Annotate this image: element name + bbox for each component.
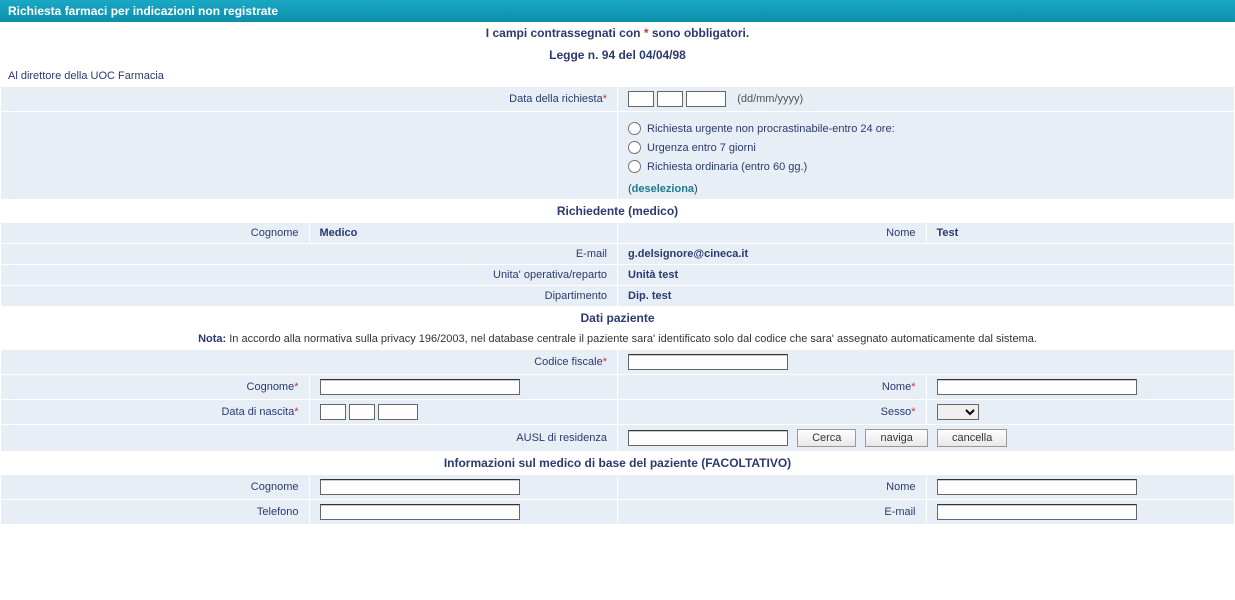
deselect-wrapper: (deseleziona) (628, 183, 698, 195)
addressee-line: Al direttore della UOC Farmacia (0, 66, 1235, 86)
patient-dob-year-input[interactable] (378, 404, 418, 420)
patient-section-header: Dati paziente (0, 307, 1235, 329)
patient-dob-label: Data di nascita (221, 406, 294, 418)
requester-section-header: Richiedente (medico) (0, 200, 1235, 222)
requester-table: Cognome Medico Nome Test E-mail g.delsig… (0, 222, 1235, 307)
requester-unit-label: Unita' operativa/reparto (493, 269, 607, 281)
patient-cf-label: Codice fiscale (534, 356, 602, 368)
patient-name-label: Nome (882, 381, 911, 393)
requester-dept-value: Dip. test (628, 290, 671, 302)
patient-name-input[interactable] (937, 379, 1137, 395)
patient-table: Codice fiscale* Cognome* Nome* Data di n… (0, 349, 1235, 452)
note-bold: Nota: (198, 333, 226, 345)
patient-cf-input[interactable] (628, 354, 788, 370)
law-reference: Legge n. 94 del 04/04/98 (0, 44, 1235, 66)
required-fields-note: I campi contrassegnati con * sono obblig… (0, 22, 1235, 44)
requester-surname-value: Medico (320, 227, 358, 239)
urgency-option-60d[interactable]: Richiesta ordinaria (entro 60 gg.) (628, 160, 1228, 173)
urgency-label-60d: Richiesta ordinaria (entro 60 gg.) (647, 161, 807, 173)
ausl-search-button[interactable]: Cerca (797, 429, 856, 447)
date-day-input[interactable] (628, 91, 654, 107)
urgency-label-7d: Urgenza entro 7 giorni (647, 142, 756, 154)
deselect-link[interactable]: deseleziona (632, 179, 694, 195)
gp-table: Cognome Nome Telefono E-mail (0, 474, 1235, 525)
gp-surname-label: Cognome (251, 481, 299, 493)
request-table: Data della richiesta* (dd/mm/yyyy) Richi… (0, 86, 1235, 200)
requester-email-value: g.delsignore@cineca.it (628, 248, 748, 260)
date-format-hint: (dd/mm/yyyy) (729, 93, 803, 105)
requester-name-label: Nome (886, 227, 915, 239)
ausl-browse-button[interactable]: naviga (865, 429, 927, 447)
urgency-radio-60d[interactable] (628, 160, 641, 173)
urgency-label-24h: Richiesta urgente non procrastinabile-en… (647, 123, 895, 135)
patient-sex-select[interactable] (937, 404, 979, 420)
urgency-radio-group: Richiesta urgente non procrastinabile-en… (628, 116, 1228, 179)
patient-dob-month-input[interactable] (349, 404, 375, 420)
patient-sex-label: Sesso (881, 406, 912, 418)
date-month-input[interactable] (657, 91, 683, 107)
date-year-input[interactable] (686, 91, 726, 107)
urgency-option-24h[interactable]: Richiesta urgente non procrastinabile-en… (628, 122, 1228, 135)
patient-surname-input[interactable] (320, 379, 520, 395)
gp-name-input[interactable] (937, 479, 1137, 495)
requester-dept-label: Dipartimento (545, 290, 607, 302)
gp-email-input[interactable] (937, 504, 1137, 520)
requester-name-value: Test (937, 227, 959, 239)
note-text: In accordo alla normativa sulla privacy … (226, 333, 1037, 345)
gp-surname-input[interactable] (320, 479, 520, 495)
gp-name-label: Nome (886, 481, 915, 493)
required-star: * (603, 93, 607, 105)
date-label: Data della richiesta (509, 93, 603, 105)
patient-privacy-note: Nota: In accordo alla normativa sulla pr… (0, 329, 1235, 349)
gp-phone-input[interactable] (320, 504, 520, 520)
patient-dob-day-input[interactable] (320, 404, 346, 420)
urgency-radio-24h[interactable] (628, 122, 641, 135)
requester-unit-value: Unità test (628, 269, 678, 281)
gp-phone-label: Telefono (257, 506, 299, 518)
patient-ausl-label: AUSL di residenza (516, 432, 607, 444)
required-note-post: sono obbligatori. (649, 26, 750, 40)
requester-surname-label: Cognome (251, 227, 299, 239)
requester-email-label: E-mail (576, 248, 607, 260)
urgency-option-7d[interactable]: Urgenza entro 7 giorni (628, 141, 1228, 154)
ausl-clear-button[interactable]: cancella (937, 429, 1007, 447)
patient-ausl-input[interactable] (628, 430, 788, 446)
urgency-radio-7d[interactable] (628, 141, 641, 154)
gp-email-label: E-mail (884, 506, 915, 518)
required-note-pre: I campi contrassegnati con (486, 26, 644, 40)
page-header: Richiesta farmaci per indicazioni non re… (0, 0, 1235, 22)
gp-section-header: Informazioni sul medico di base del pazi… (0, 452, 1235, 474)
patient-surname-label: Cognome (247, 381, 295, 393)
